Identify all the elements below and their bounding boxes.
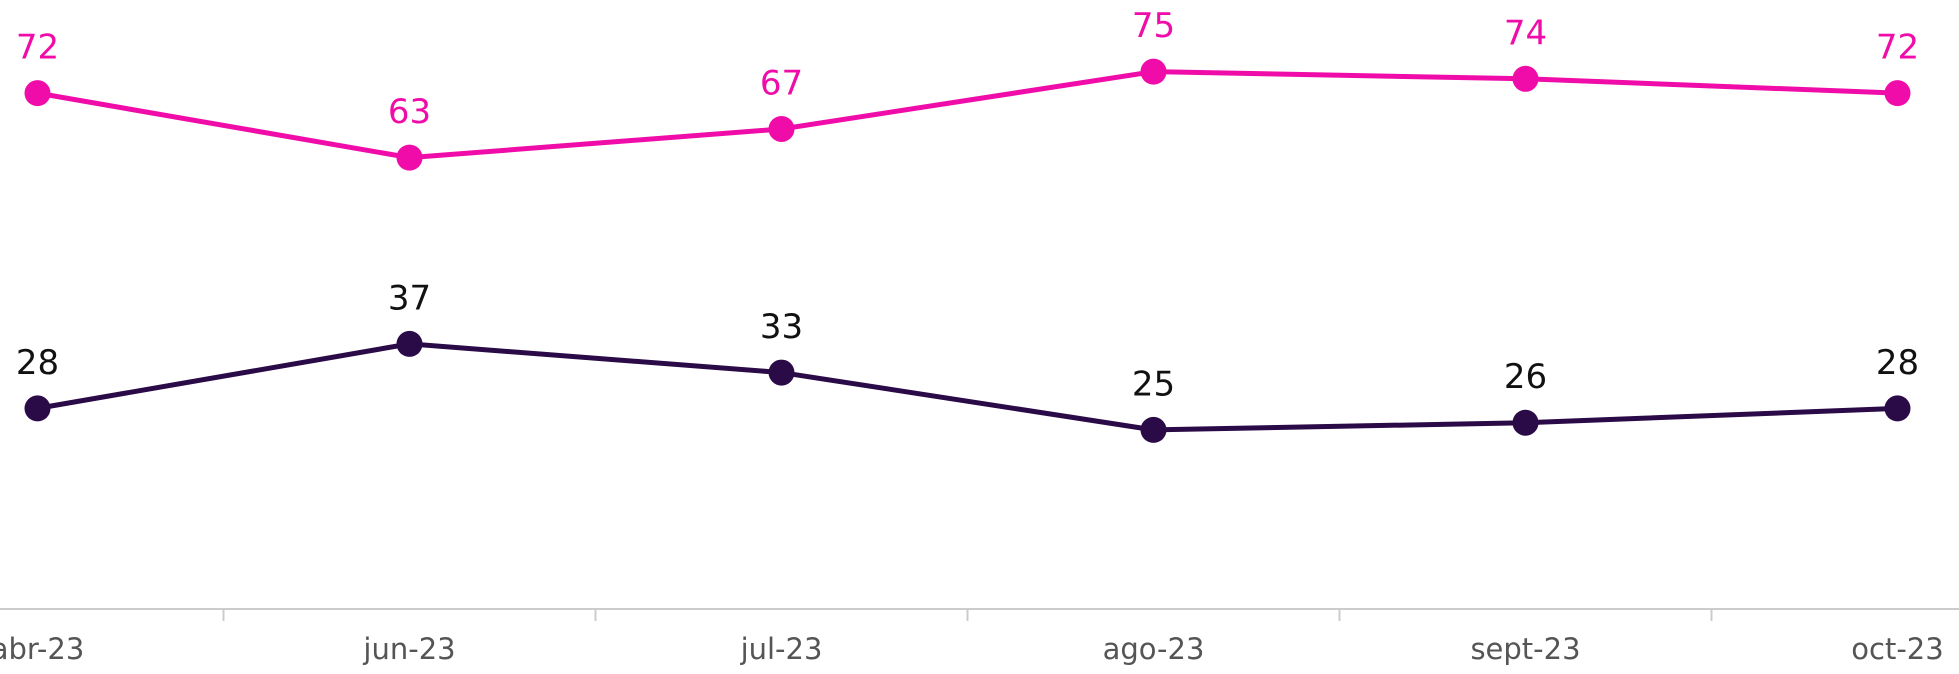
data-point: [1140, 416, 1167, 443]
data-label: 26: [1504, 357, 1547, 397]
data-point: [396, 144, 423, 171]
x-tick-label: sept-23: [1470, 632, 1580, 666]
data-point: [24, 395, 51, 422]
data-label: 74: [1504, 13, 1547, 53]
x-tick-label: jun-23: [362, 632, 455, 666]
data-point: [1512, 409, 1539, 436]
data-label: 37: [388, 278, 431, 318]
data-point: [768, 115, 795, 142]
data-label: 25: [1132, 364, 1175, 404]
data-label: 63: [388, 92, 431, 132]
x-tick-label: abr-23: [0, 632, 84, 666]
data-point: [1884, 80, 1911, 107]
data-label: 28: [1876, 343, 1919, 383]
data-label: 28: [16, 343, 59, 383]
data-point: [1140, 58, 1167, 85]
x-tick-label: jul-23: [740, 632, 823, 666]
data-label: 72: [16, 28, 59, 68]
data-label: 75: [1132, 6, 1175, 46]
data-point: [1512, 65, 1539, 92]
data-point: [396, 330, 423, 357]
data-point: [768, 359, 795, 386]
data-label: 33: [760, 307, 803, 347]
data-point: [24, 80, 51, 107]
data-label: 67: [760, 63, 803, 103]
x-tick-label: ago-23: [1103, 632, 1205, 666]
data-label: 72: [1876, 28, 1919, 68]
series-line: [37, 69, 1898, 161]
data-point: [1884, 395, 1911, 422]
x-tick-label: oct-23: [1851, 632, 1943, 666]
series-line: [37, 341, 1898, 433]
